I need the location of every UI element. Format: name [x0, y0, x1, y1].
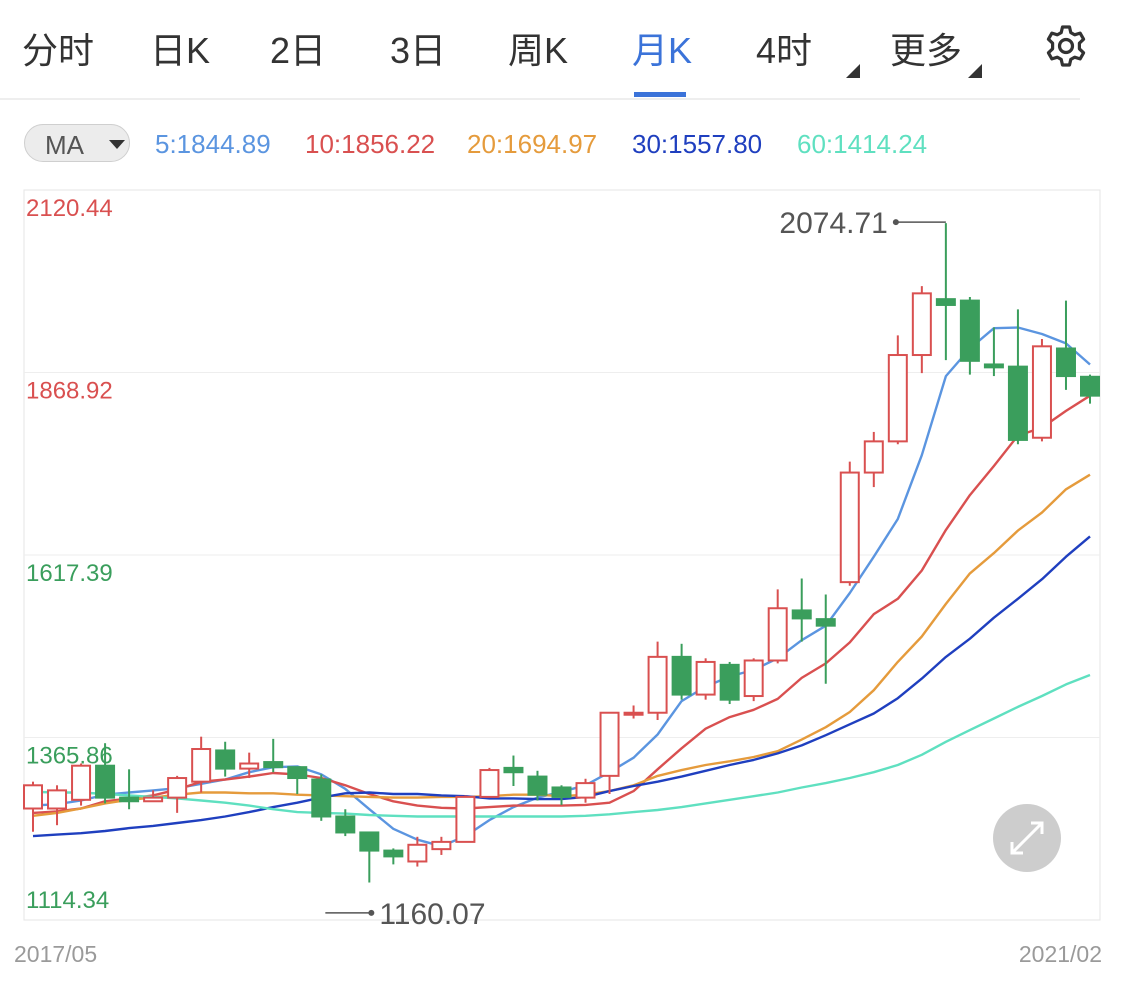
y-axis-label: 1617.39	[26, 560, 113, 587]
candle-down	[983, 363, 1004, 369]
candle-up	[623, 711, 644, 716]
ma-indicator-row: MA 5:1844.89 10:1856.22 20:1694.97 30:15…	[0, 120, 1125, 170]
x-axis-end-label: 2021/02	[1019, 941, 1102, 967]
period-tab-bar: 分时 日K 2日 3日 周K 月K 4时 更多	[0, 0, 1086, 100]
candle-up	[1031, 345, 1052, 439]
candle-up	[479, 769, 500, 798]
ma-line-ma60	[32, 673, 1091, 818]
candle-down	[815, 618, 836, 627]
candle-up	[71, 764, 92, 801]
candle-up	[167, 777, 188, 799]
tab-daily-k[interactable]: 日K	[150, 30, 211, 71]
expand-arrowhead	[1010, 842, 1023, 855]
candle-down	[1007, 365, 1028, 441]
tab-3-day[interactable]: 3日	[390, 30, 447, 71]
chart-canvas: 2120.441868.921617.391365.861114.342074.…	[14, 189, 1102, 967]
caret-down-icon	[109, 140, 125, 149]
tab-monthly-k[interactable]: 月K	[632, 30, 693, 71]
candle-up	[47, 789, 68, 810]
tab-more[interactable]: 更多	[890, 30, 963, 71]
candle-up	[191, 748, 212, 783]
max-price-label: 2074.71	[779, 207, 887, 240]
ma10-value: 10:1856.22	[305, 129, 436, 159]
y-axis-label: 2120.44	[26, 195, 113, 222]
candle-up	[143, 796, 164, 803]
candle-down	[959, 299, 980, 362]
candle-up	[239, 762, 260, 770]
candle-down	[935, 298, 956, 306]
candle-down	[335, 815, 356, 834]
candle-up	[695, 660, 716, 696]
expand-arrowhead	[1031, 821, 1044, 834]
expand-arrows-icon	[1011, 822, 1043, 854]
dropdown-corner-icon	[846, 64, 860, 78]
ma20-value: 20:1694.97	[467, 129, 598, 159]
candle-up	[767, 607, 788, 662]
candle-up	[575, 782, 596, 799]
candle-up	[887, 354, 908, 443]
tab-weekly-k[interactable]: 周K	[508, 30, 569, 71]
candle-up	[455, 795, 476, 843]
candle-down	[1055, 347, 1076, 378]
min-price-dot	[368, 909, 375, 916]
candle-down	[551, 786, 572, 798]
active-tab-indicator	[634, 92, 686, 97]
candle-down	[311, 778, 332, 818]
candle-up	[911, 292, 932, 357]
candle-down	[383, 849, 404, 858]
candle-up	[839, 471, 860, 584]
min-price-label: 1160.07	[379, 898, 485, 931]
candle-down	[119, 796, 140, 803]
dropdown-corner-icon	[968, 64, 982, 78]
candle-down	[791, 609, 812, 620]
gear-icon[interactable]	[1042, 22, 1090, 70]
candle-up	[599, 711, 620, 777]
candle-up	[863, 440, 884, 474]
ma5-value: 5:1844.89	[155, 129, 271, 159]
candle-up	[407, 843, 428, 863]
candle-up	[743, 659, 764, 698]
candle-down	[1080, 375, 1100, 397]
tab-4-hour[interactable]: 4时	[756, 30, 813, 71]
candle-down	[359, 831, 380, 852]
candle-down	[671, 655, 692, 696]
max-price-dot	[892, 219, 899, 226]
tab-intraday[interactable]: 分时	[22, 30, 95, 71]
candle-down	[719, 663, 740, 701]
ma30-value: 30:1557.80	[632, 129, 763, 159]
tab-2-day[interactable]: 2日	[270, 30, 327, 71]
candle-down	[95, 764, 116, 799]
candle-down	[263, 761, 284, 769]
ma60-value: 60:1414.24	[797, 129, 928, 159]
indicator-select-label: MA	[45, 130, 84, 160]
candle-up	[647, 655, 668, 714]
y-axis-label: 1114.34	[26, 887, 109, 914]
x-axis-start-label: 2017/05	[14, 941, 97, 967]
candlestick-chart[interactable]: 2120.44 1868.92 1617.39 1365.86 1114.34 2074.…	[0, 180, 1125, 987]
candle-down	[287, 766, 308, 780]
candle-down	[527, 775, 548, 796]
candle-down	[215, 749, 236, 770]
candle-up	[23, 784, 43, 810]
indicator-select[interactable]: MA	[24, 124, 130, 162]
candle-down	[503, 766, 524, 774]
y-axis-label: 1868.92	[26, 378, 113, 405]
candle-up	[431, 840, 452, 851]
